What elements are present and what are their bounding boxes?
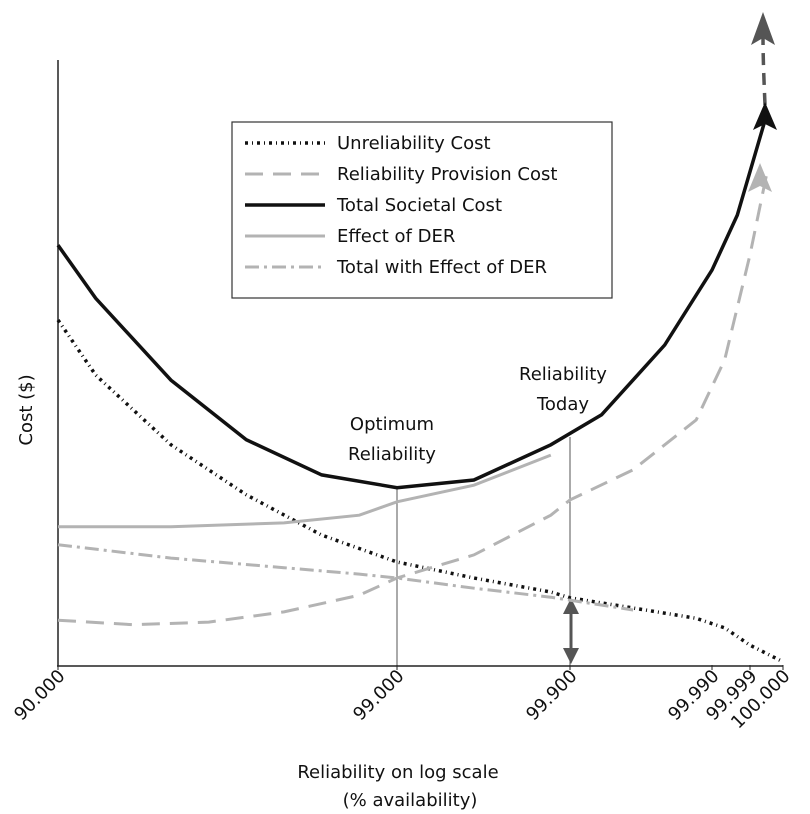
double-arrow-heads	[563, 598, 579, 664]
series-line	[57, 543, 634, 612]
x-axis-title: Reliability on log scale	[297, 762, 498, 783]
series-line	[56, 114, 769, 490]
annotation: Optimum	[350, 414, 434, 435]
series-line	[57, 174, 768, 627]
legend-label: Total with Effect of DER	[336, 257, 547, 278]
legend-label: Unreliability Cost	[337, 133, 491, 154]
legend-label: Reliability Provision Cost	[337, 164, 557, 185]
x-tick-label: 99.900	[522, 666, 581, 725]
x-tick-label: 90.000	[10, 666, 69, 725]
annotation: Reliability	[348, 444, 436, 465]
series-line	[58, 453, 552, 529]
y-axis-title: Cost ($)	[16, 374, 37, 445]
arrow-head	[751, 12, 775, 45]
continuation-arrow	[761, 34, 767, 106]
annotation: Today	[536, 394, 589, 415]
legend	[231, 121, 613, 299]
x-axis-title: (% availability)	[343, 790, 478, 811]
x-tick-label: 99.000	[349, 666, 408, 725]
legend-label: Effect of DER	[337, 226, 455, 247]
legend-label: Total Societal Cost	[336, 195, 502, 216]
series-line	[56, 319, 784, 664]
arrow-head	[748, 163, 772, 192]
annotation: Reliability	[519, 364, 607, 385]
